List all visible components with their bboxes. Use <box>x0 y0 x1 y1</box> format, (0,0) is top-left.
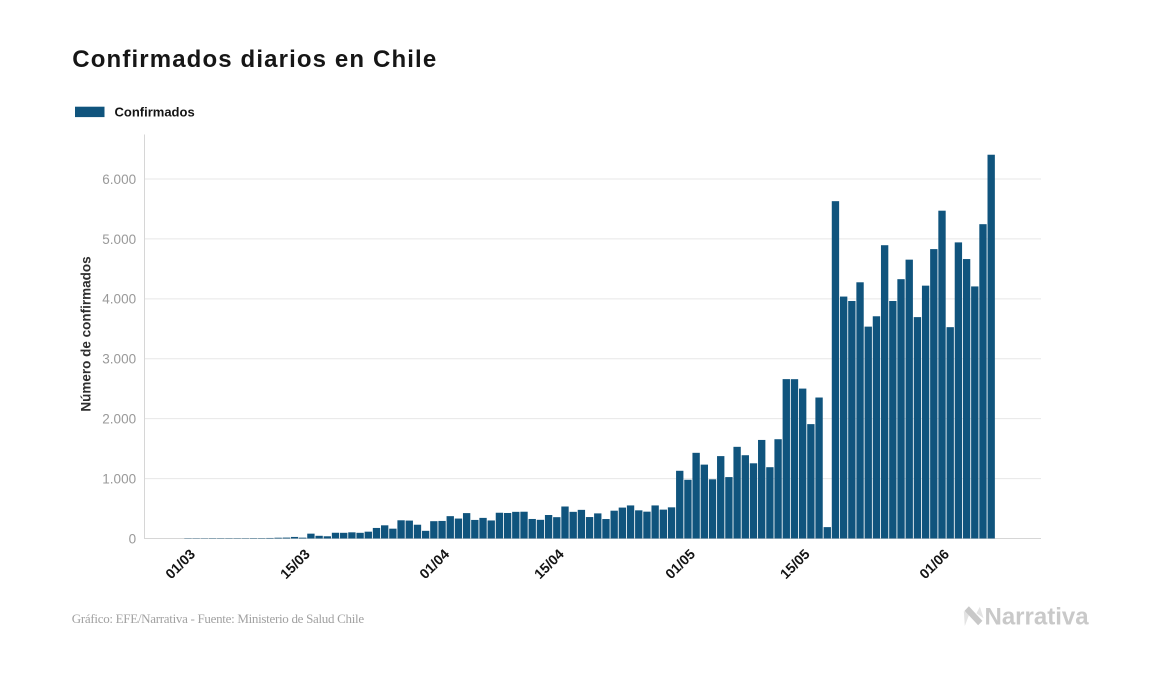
svg-text:Confirmados: Confirmados <box>115 104 195 119</box>
svg-text:2.000: 2.000 <box>102 412 136 427</box>
svg-text:4.000: 4.000 <box>102 292 136 307</box>
svg-text:0: 0 <box>129 531 137 546</box>
svg-text:1.000: 1.000 <box>102 471 136 486</box>
svg-text:5.000: 5.000 <box>102 232 136 247</box>
svg-text:6.000: 6.000 <box>102 172 136 187</box>
svg-text:3.000: 3.000 <box>102 352 136 367</box>
svg-text:Narrativa: Narrativa <box>985 604 1090 631</box>
svg-text:Número de confirmados: Número de confirmados <box>79 256 94 411</box>
svg-text:Confirmados diarios en Chile: Confirmados diarios en Chile <box>72 46 437 73</box>
svg-text:Gráfico: EFE/Narrativa - Fuent: Gráfico: EFE/Narrativa - Fuente: Ministe… <box>72 611 365 626</box>
